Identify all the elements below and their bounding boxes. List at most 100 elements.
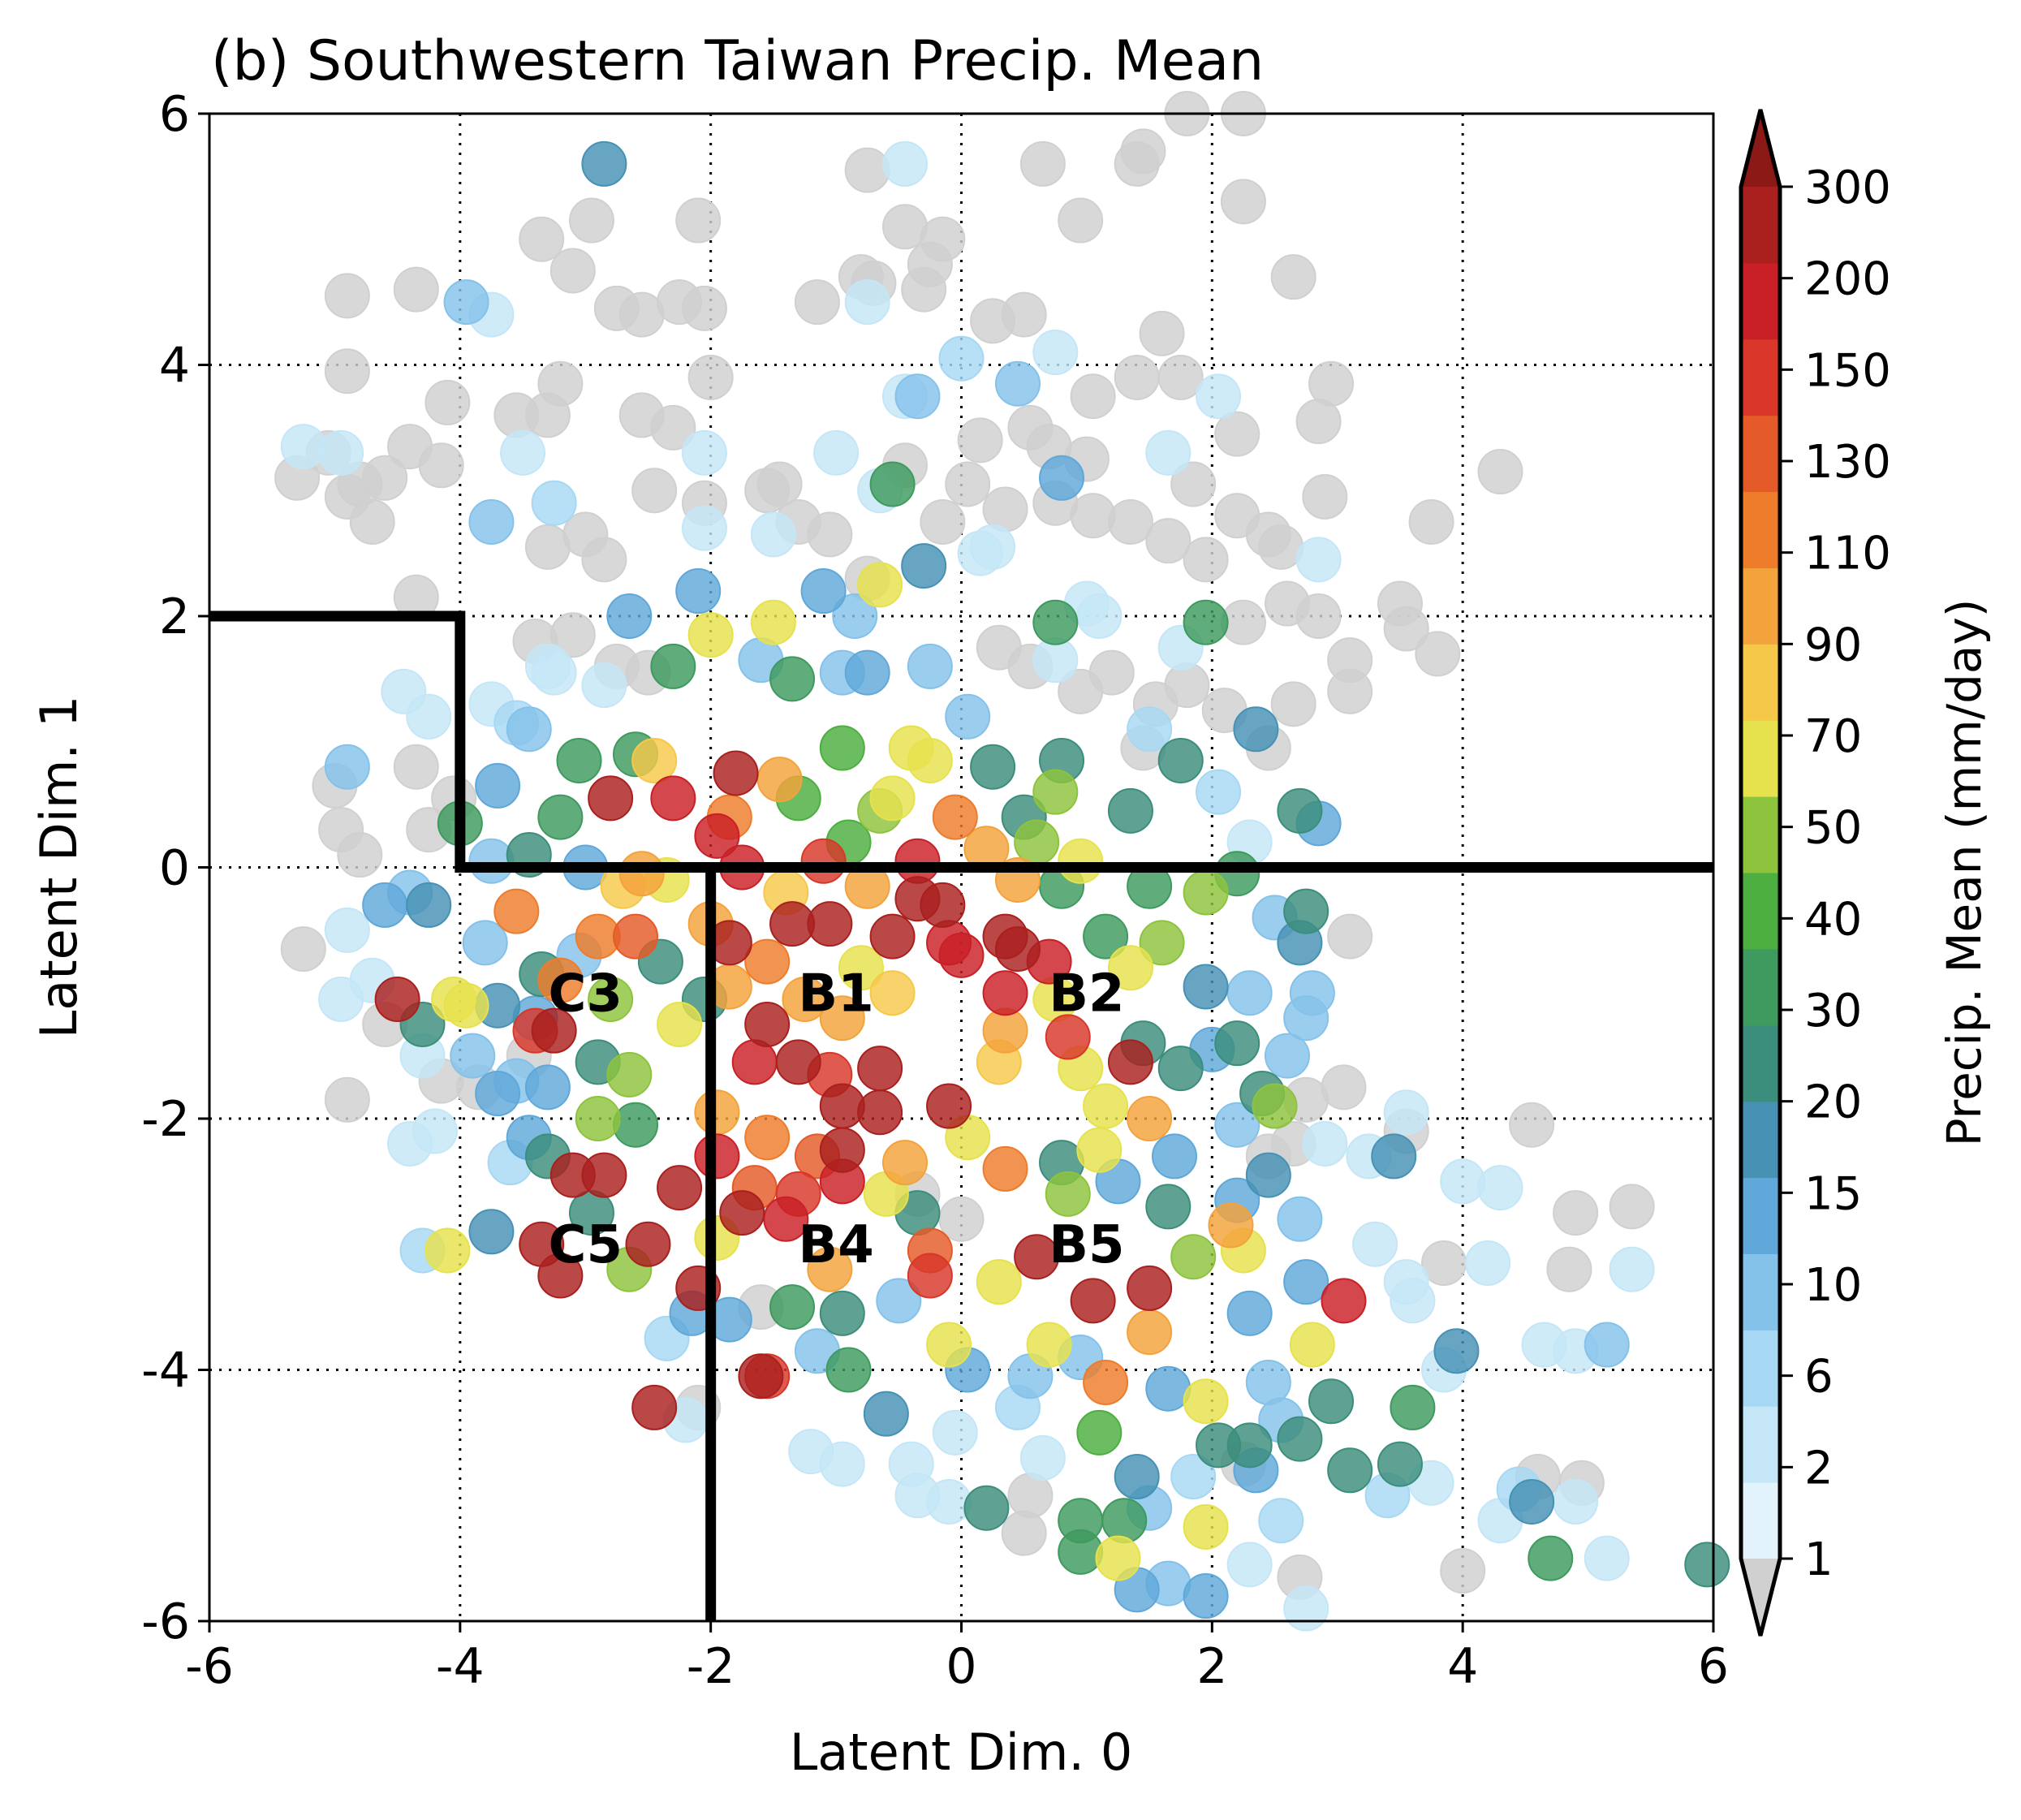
data-point — [863, 1391, 909, 1437]
data-point — [687, 354, 734, 400]
data-point — [1433, 1328, 1480, 1374]
colorbar-segment — [1741, 644, 1780, 721]
data-point — [418, 442, 464, 489]
data-point — [657, 1001, 703, 1047]
y-tick-label: 6 — [159, 86, 190, 143]
data-point — [819, 1127, 865, 1173]
data-point — [819, 1083, 865, 1129]
data-point — [994, 360, 1041, 407]
colorbar-tick-label: 2 — [1804, 1442, 1834, 1494]
data-point — [1157, 737, 1204, 783]
data-point — [1001, 291, 1047, 338]
data-point — [763, 1196, 809, 1242]
data-points — [274, 91, 1730, 1632]
data-point — [807, 511, 853, 558]
data-point — [537, 360, 584, 407]
x-axis-label: Latent Dim. 0 — [790, 1723, 1133, 1782]
colorbar-tick-label: 1 — [1804, 1533, 1834, 1586]
data-point — [1095, 1535, 1141, 1581]
data-point — [468, 1209, 515, 1255]
data-point — [1440, 1158, 1486, 1205]
data-point — [650, 643, 696, 689]
x-axis-ticks: -6 -4 -2 0 2 4 6 — [185, 1621, 1729, 1695]
data-point — [869, 970, 916, 1016]
data-point — [1157, 1046, 1204, 1092]
data-point — [1477, 1165, 1523, 1211]
data-point — [337, 832, 383, 878]
data-point — [1609, 1246, 1655, 1292]
data-point — [1001, 1510, 1047, 1556]
data-point — [1083, 1359, 1129, 1405]
data-point — [462, 920, 508, 966]
data-point — [1252, 1083, 1298, 1129]
data-point — [807, 1246, 853, 1292]
data-point — [324, 907, 370, 953]
y-axis-ticks: -6 -4 -2 0 2 4 6 — [141, 86, 209, 1650]
data-point — [756, 461, 803, 507]
data-point — [1283, 888, 1329, 934]
data-point — [1214, 1102, 1260, 1148]
data-point — [1032, 330, 1079, 376]
data-point — [1277, 787, 1323, 834]
data-point — [926, 1322, 972, 1368]
data-point — [1264, 1033, 1310, 1079]
data-point — [857, 1046, 903, 1092]
x-tick-label: -4 — [436, 1638, 485, 1695]
region-label: B5 — [1049, 1215, 1124, 1275]
data-point — [650, 404, 696, 451]
colorbar-tick-label: 50 — [1804, 802, 1862, 855]
data-point — [982, 970, 1028, 1016]
data-point — [800, 568, 847, 615]
data-point — [618, 851, 665, 897]
data-point — [1145, 429, 1191, 476]
data-point — [832, 593, 878, 639]
colorbar-label: Precip. Mean (mm/day) — [1937, 599, 1992, 1147]
data-point — [1277, 1196, 1323, 1242]
data-point — [324, 744, 370, 790]
colorbar-segment — [1741, 262, 1780, 340]
data-point — [694, 1133, 740, 1180]
data-point — [468, 838, 515, 884]
data-point — [1553, 1190, 1599, 1236]
data-point — [468, 498, 515, 545]
data-point — [318, 429, 364, 476]
data-point — [1196, 373, 1242, 420]
data-point — [549, 1152, 596, 1198]
colorbar-tick-label: 40 — [1804, 893, 1862, 946]
data-point — [681, 505, 727, 551]
data-point — [443, 279, 489, 326]
colorbar-segment — [1741, 1482, 1780, 1559]
data-point — [556, 737, 602, 783]
data-point — [549, 248, 596, 294]
data-point — [500, 429, 546, 476]
data-point — [744, 938, 791, 985]
data-point — [869, 913, 916, 960]
colorbar-over-arrow — [1741, 110, 1780, 187]
data-point — [675, 568, 722, 615]
data-point — [324, 348, 370, 395]
colorbar-segment — [1741, 1101, 1780, 1179]
data-point — [613, 1102, 659, 1148]
data-point — [393, 266, 439, 313]
x-tick-label: -6 — [185, 1638, 234, 1695]
colorbar-under-arrow — [1741, 1559, 1780, 1636]
data-point — [800, 838, 847, 884]
data-point — [769, 656, 816, 702]
data-point — [1058, 1529, 1104, 1575]
data-point — [1584, 1535, 1630, 1581]
data-point — [1039, 455, 1085, 501]
colorbar-tick-label: 110 — [1804, 528, 1891, 580]
data-point — [750, 599, 796, 645]
data-point — [581, 140, 627, 187]
data-point — [1183, 869, 1229, 916]
colorbar-tick-label: 6 — [1804, 1351, 1834, 1404]
data-point — [280, 424, 326, 470]
data-point — [819, 1441, 865, 1487]
data-point — [894, 876, 941, 922]
data-point — [1145, 518, 1191, 564]
data-point — [1170, 461, 1217, 507]
data-point — [938, 1196, 985, 1242]
data-point — [531, 1007, 577, 1054]
data-point — [938, 932, 985, 978]
